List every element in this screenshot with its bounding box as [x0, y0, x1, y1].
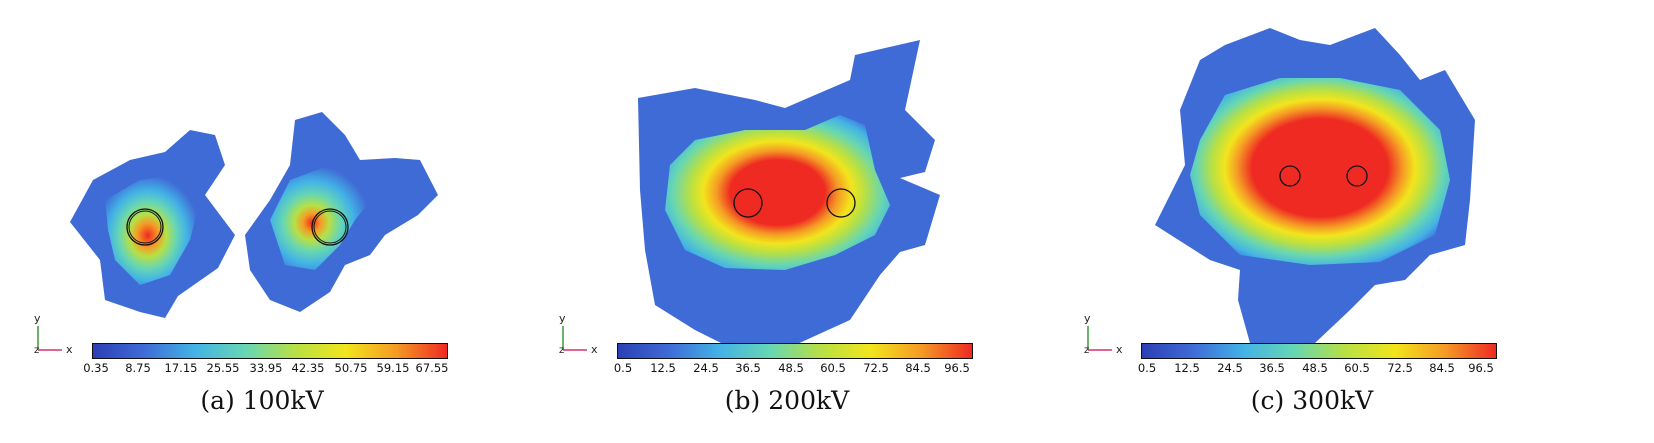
- field-core: [665, 115, 890, 270]
- tick-label: 60.5: [820, 361, 846, 375]
- conductor-ring-right: [311, 208, 349, 246]
- tick-label: 84.5: [905, 361, 931, 375]
- heatmap-200kv: [562, 40, 940, 351]
- axis-label-x: x: [1116, 343, 1123, 356]
- tick-label: 96.5: [1468, 361, 1494, 375]
- panel-200kv: y x z 0.5 12.5 24.5 36.5 48.5 60.5 72.5 …: [545, 0, 1065, 443]
- tick-label: 0.5: [613, 361, 633, 375]
- tick-label: 0.35: [83, 361, 109, 375]
- axis-label-z: z: [34, 345, 40, 356]
- conductor-ring-left: [126, 208, 164, 246]
- tick-label: 96.5: [944, 361, 970, 375]
- tick-label: 24.5: [1217, 361, 1243, 375]
- conductor-ring-left: [1279, 165, 1301, 187]
- field-core: [1190, 78, 1450, 265]
- tick-label: 42.35: [291, 361, 325, 375]
- axis-label-z: z: [559, 345, 565, 356]
- colorbar: [617, 343, 973, 359]
- conductor-ring-right: [1346, 165, 1368, 187]
- axis-label-x: x: [591, 343, 598, 356]
- heatmap-100kv: [37, 112, 438, 351]
- axis-label-y: y: [559, 312, 566, 325]
- tick-label: 48.5: [778, 361, 804, 375]
- axis-label-x: x: [66, 343, 73, 356]
- caption: (b) 200kV: [724, 386, 850, 415]
- heatmap-300kv: [1087, 28, 1475, 351]
- field-core-right: [270, 165, 375, 270]
- tick-label: 72.5: [863, 361, 889, 375]
- tick-label: 17.15: [164, 361, 198, 375]
- caption: (c) 300kV: [1250, 386, 1374, 415]
- tick-label: 25.55: [206, 361, 240, 375]
- tick-label: 12.5: [1174, 361, 1200, 375]
- axis-label-y: y: [1084, 312, 1091, 325]
- tick-label: 84.5: [1429, 361, 1455, 375]
- tick-label: 67.55: [415, 361, 449, 375]
- colorbar: [92, 343, 448, 359]
- axis-label-y: y: [34, 312, 41, 325]
- tick-label: 12.5: [650, 361, 676, 375]
- tick-label: 33.95: [249, 361, 283, 375]
- tick-label: 50.75: [334, 361, 368, 375]
- tick-label: 24.5: [693, 361, 719, 375]
- tick-label: 72.5: [1387, 361, 1413, 375]
- tick-label: 48.5: [1302, 361, 1328, 375]
- conductor-ring-left: [733, 188, 763, 218]
- conductor-ring-left-2: [128, 210, 162, 244]
- field-core-left: [105, 175, 200, 285]
- tick-label: 36.5: [735, 361, 761, 375]
- tick-label: 8.75: [125, 361, 151, 375]
- conductor-ring-right-2: [313, 210, 347, 244]
- tick-label: 36.5: [1259, 361, 1285, 375]
- panel-300kv: y x z 0.5 12.5 24.5 36.5 48.5 60.5 72.5 …: [1084, 0, 1654, 443]
- colorbar: [1141, 343, 1497, 359]
- axis-label-z: z: [1084, 345, 1090, 356]
- tick-label: 60.5: [1344, 361, 1370, 375]
- conductor-ring-right: [826, 188, 856, 218]
- tick-label: 59.15: [376, 361, 410, 375]
- caption: (a) 100kV: [200, 386, 324, 415]
- tick-label: 0.5: [1137, 361, 1157, 375]
- panel-100kv: y x z 0.35 8.75 17.15 25.55 33.95 42.35 …: [0, 0, 520, 443]
